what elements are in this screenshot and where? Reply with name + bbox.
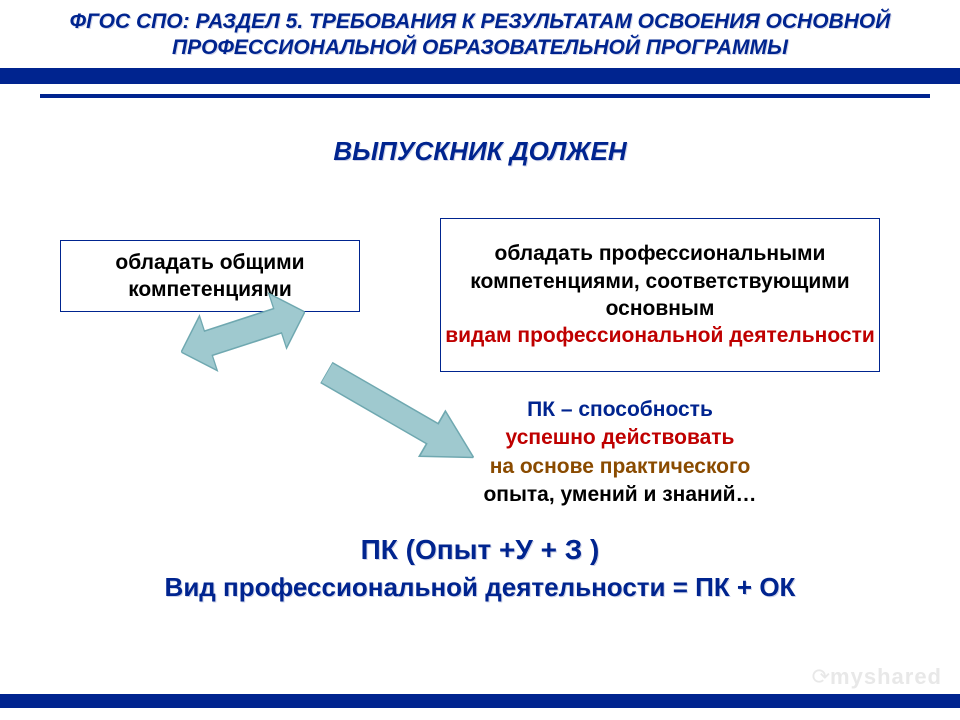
box-professional-competencies: обладать профессиональными компетенциями…: [440, 218, 880, 372]
pk-def-l3: на основе практического: [430, 453, 810, 481]
box-left-text: обладать общими компетенциями: [61, 249, 359, 304]
decor-divider: [40, 94, 930, 98]
subtitle: ВЫПУСКНИК ДОЛЖЕН: [0, 136, 960, 167]
pk-def-l1: ПК – способность: [430, 396, 810, 424]
pk-def-l2: успешно действовать: [430, 424, 810, 452]
watermark-text: myshared: [830, 664, 942, 690]
pk-definition: ПК – способность успешно действовать на …: [430, 396, 810, 509]
title-band: ФГОС СПО: РАЗДЕЛ 5. ТРЕБОВАНИЯ К РЕЗУЛЬТ…: [0, 0, 960, 70]
box-right-line1: обладать профессиональными компетенциями…: [441, 240, 879, 322]
formula-pk: ПК (Опыт +У + З ): [0, 534, 960, 566]
pk-def-l4: опыта, умений и знаний…: [430, 481, 810, 509]
watermark-icon: ⟳: [812, 664, 830, 690]
decor-bar-bottom: [0, 694, 960, 708]
formula-activity: Вид профессиональной деятельности = ПК +…: [0, 572, 960, 603]
box-general-competencies: обладать общими компетенциями: [60, 240, 360, 312]
box-right-line2: видам профессиональной деятельности: [445, 322, 875, 349]
decor-bar-top: [0, 68, 960, 84]
slide: ФГОС СПО: РАЗДЕЛ 5. ТРЕБОВАНИЯ К РЕЗУЛЬТ…: [0, 0, 960, 720]
slide-title: ФГОС СПО: РАЗДЕЛ 5. ТРЕБОВАНИЯ К РЕЗУЛЬТ…: [30, 9, 930, 62]
